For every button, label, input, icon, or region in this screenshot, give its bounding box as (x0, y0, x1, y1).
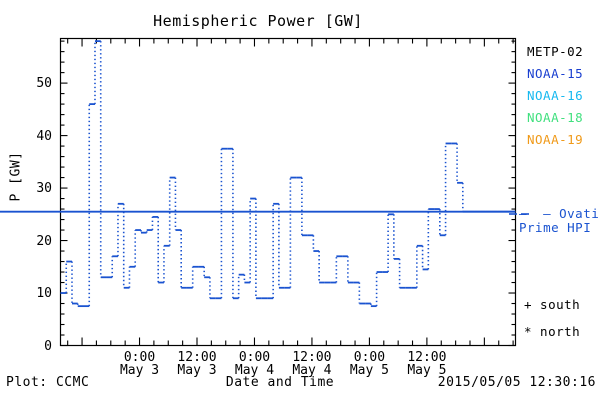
x-tick-time: 0:00 (353, 350, 386, 365)
x-tick-date: May 5 (407, 363, 447, 378)
chart-title: Hemispheric Power [GW] (153, 12, 363, 30)
x-tick-time: 12:00 (177, 350, 217, 365)
south-hemisphere-label: + south (524, 297, 581, 312)
plot-credit: Plot: CCMC (6, 375, 90, 390)
x-tick-date: May 3 (177, 363, 217, 378)
x-tick-label: 0:00 May 3 (105, 351, 175, 377)
x-tick-label: 0:00 May 5 (334, 351, 404, 377)
y-tick-label: 0 (44, 338, 52, 354)
ovation-prime-hpi-label: — — Ovation Prime HPI (519, 206, 600, 235)
x-tick-date: May 4 (234, 363, 275, 378)
x-tick-time: 12:00 (292, 350, 332, 365)
x-tick-date: May 5 (349, 363, 389, 378)
y-tick-label: 10 (36, 286, 52, 302)
x-tick-date: May 3 (119, 363, 160, 378)
legend-item-metp-02: METP-02 (527, 44, 584, 59)
north-hemisphere-label: * north (524, 324, 581, 339)
x-tick-label: 0:00 May 4 (219, 351, 289, 377)
x-tick-time: 0:00 (238, 350, 271, 365)
y-tick-label: 40 (36, 128, 52, 144)
x-tick-label: 12:00 May 5 (392, 351, 462, 377)
x-tick-label: 12:00 May 3 (162, 351, 232, 377)
y-tick-label: 20 (36, 233, 52, 249)
legend-item-noaa-15: NOAA-15 (527, 66, 584, 81)
x-tick-time: 12:00 (407, 350, 447, 365)
legend-item-noaa-19: NOAA-19 (527, 132, 584, 147)
legend-item-noaa-18: NOAA-18 (527, 110, 584, 125)
x-axis-label: Date and Time (225, 375, 335, 390)
y-tick-label: 50 (36, 76, 52, 92)
x-tick-label: 12:00 May 4 (277, 351, 347, 377)
x-tick-time: 0:00 (123, 350, 156, 365)
x-tick-date: May 4 (292, 363, 332, 378)
plot-timestamp: 2015/05/05 12:30:16 (437, 375, 596, 390)
legend-item-noaa-16: NOAA-16 (527, 88, 584, 103)
y-tick-label: 30 (36, 181, 52, 197)
